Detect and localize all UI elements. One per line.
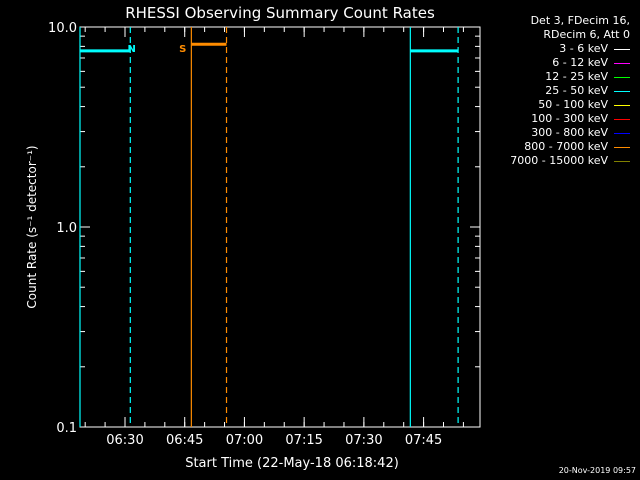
legend: Det 3, FDecim 16, RDecim 6, Att 0 3 - 6 …	[460, 14, 630, 168]
legend-item-label: 800 - 7000 keV	[524, 140, 608, 153]
legend-item: 7000 - 15000 keV	[460, 154, 630, 168]
x-tick-label: 07:30	[345, 433, 382, 448]
legend-item: 50 - 100 keV	[460, 98, 630, 112]
y-tick-label: 0.1	[56, 421, 77, 436]
y-tick-label: 1.0	[56, 221, 77, 236]
x-tick-label: 07:45	[405, 433, 442, 448]
legend-swatch	[614, 48, 630, 50]
x-tick-label: 07:00	[226, 433, 263, 448]
legend-item-label: 12 - 25 keV	[545, 70, 608, 83]
legend-swatch	[614, 104, 630, 106]
legend-item: 3 - 6 keV	[460, 42, 630, 56]
legend-item-label: 6 - 12 keV	[552, 56, 608, 69]
legend-item-label: 100 - 300 keV	[531, 112, 608, 125]
x-tick-label: 06:30	[106, 433, 143, 448]
timestamp: 20-Nov-2019 09:57	[558, 466, 636, 475]
legend-item: 100 - 300 keV	[460, 112, 630, 126]
chart-title: RHESSI Observing Summary Count Rates	[125, 4, 435, 22]
legend-item-label: 50 - 100 keV	[538, 98, 608, 111]
legend-item: 6 - 12 keV	[460, 56, 630, 70]
legend-swatch	[614, 160, 630, 162]
legend-item-label: 300 - 800 keV	[531, 126, 608, 139]
x-tick-label: 07:15	[285, 433, 322, 448]
legend-item-label: 7000 - 15000 keV	[510, 154, 608, 167]
legend-item-label: 3 - 6 keV	[559, 42, 608, 55]
legend-header-line2: RDecim 6, Att 0	[543, 28, 630, 41]
y-axis-label: Count Rate (s⁻¹ detector⁻¹)	[25, 145, 39, 308]
legend-swatch	[614, 90, 630, 92]
legend-item: 25 - 50 keV	[460, 84, 630, 98]
legend-item: 12 - 25 keV	[460, 70, 630, 84]
annotation-s: S	[179, 44, 186, 55]
legend-swatch	[614, 132, 630, 134]
y-tick-label: 10.0	[48, 21, 77, 36]
legend-swatch	[614, 76, 630, 78]
annotation-n: N	[127, 44, 135, 55]
plot-frame	[79, 26, 481, 428]
legend-header-line1: Det 3, FDecim 16,	[530, 14, 630, 27]
legend-item-label: 25 - 50 keV	[545, 84, 608, 97]
legend-item: 300 - 800 keV	[460, 126, 630, 140]
legend-swatch	[614, 62, 630, 64]
x-axis-label: Start Time (22-May-18 06:18:42)	[185, 456, 399, 471]
x-tick-label: 06:45	[166, 433, 203, 448]
legend-swatch	[614, 146, 630, 148]
legend-swatch	[614, 118, 630, 120]
legend-item: 800 - 7000 keV	[460, 140, 630, 154]
